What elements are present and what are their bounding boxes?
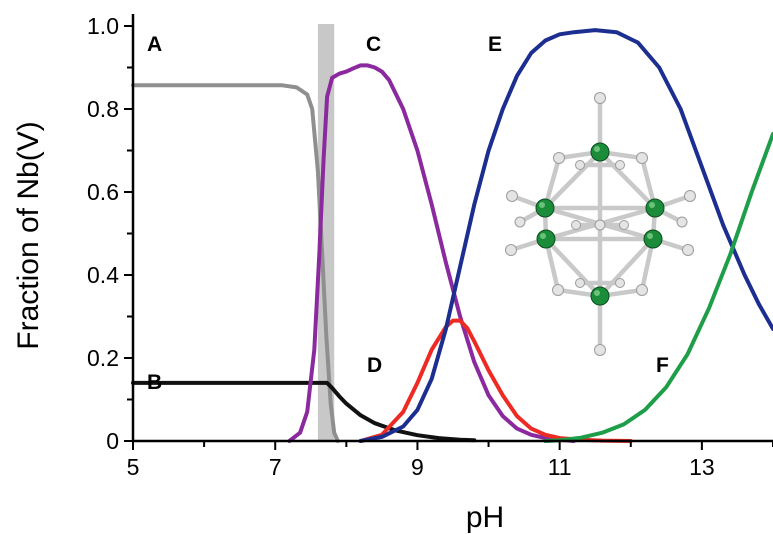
- series-label-a: A: [147, 33, 162, 56]
- x-tick-label: 5: [127, 454, 140, 480]
- y-tick-label: 0.8: [87, 96, 119, 122]
- y-tick-label: 0.2: [87, 345, 119, 371]
- axes: 5 7 9 11 13 0 0.2 0.4 0.6 0.8 1.0 pH Fraction of Nb(…: [12, 13, 773, 534]
- highlight-band: [317, 24, 335, 441]
- series-label-c: C: [366, 33, 381, 56]
- molecule-illustration: [505, 92, 696, 356]
- highlight-band-layer: [317, 24, 335, 441]
- series-line-c: [287, 63, 576, 443]
- x-tick-label: 13: [689, 454, 715, 480]
- series-label-b: B: [147, 371, 162, 394]
- series-line-f: [543, 131, 773, 443]
- series-line-b: [131, 380, 477, 443]
- series-label-d: D: [367, 354, 382, 377]
- x-tick-label: 11: [548, 454, 572, 480]
- y-tick-label: 0.4: [87, 262, 119, 288]
- series-label-f: F: [656, 354, 669, 377]
- y-axis-title: Fraction of Nb(V): [12, 121, 45, 349]
- curve-labels: A B C D E F: [147, 33, 669, 394]
- y-tick-label: 0: [106, 428, 119, 454]
- series-line-a: [131, 83, 340, 443]
- x-tick-label: 9: [411, 454, 424, 480]
- x-axis-title: pH: [466, 501, 504, 534]
- y-tick-label: 0.6: [87, 179, 119, 205]
- series-line-d: [358, 318, 633, 443]
- x-tick-label: 7: [269, 454, 282, 480]
- series-layer: [131, 28, 773, 443]
- y-tick-label: 1.0: [87, 13, 119, 39]
- series-line-e: [358, 28, 773, 443]
- series-label-e: E: [488, 33, 502, 56]
